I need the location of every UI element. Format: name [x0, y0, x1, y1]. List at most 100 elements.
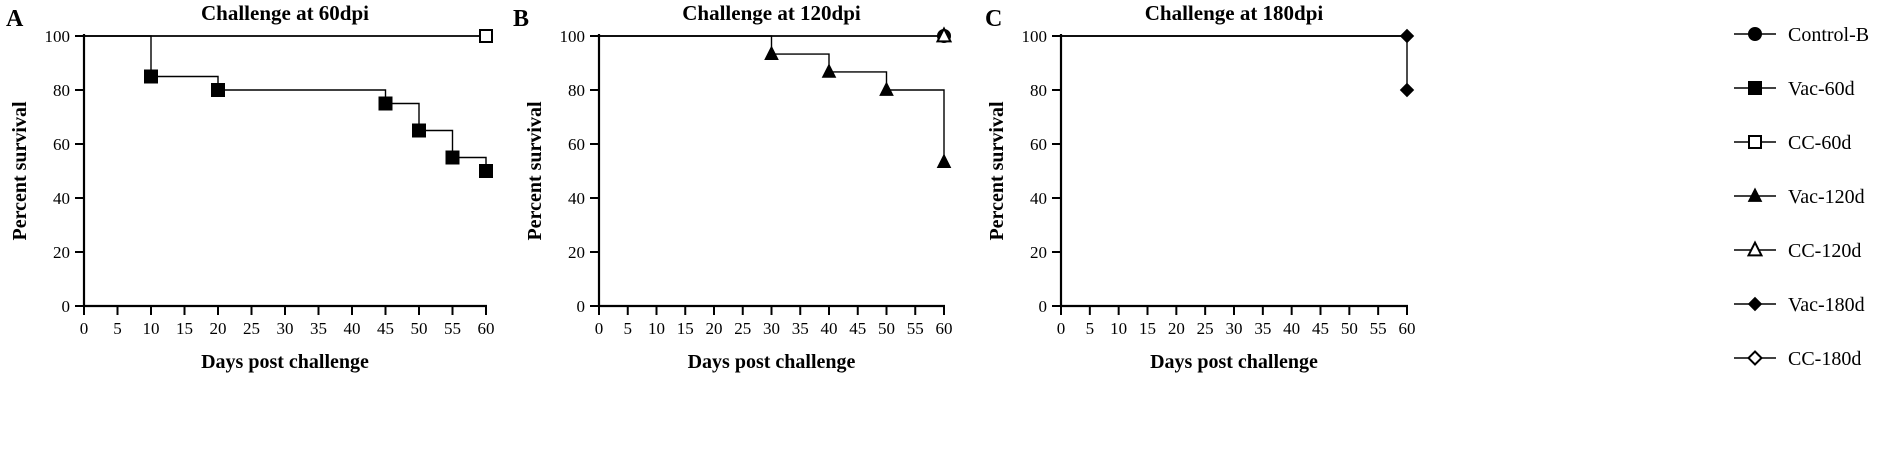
chart-title: Challenge at 120dpi: [682, 1, 861, 25]
legend-item: CC-180d: [1734, 348, 1861, 370]
legend-marker: [1747, 296, 1763, 312]
panel-b: B Challenge at 120dpi 0 5 10 15 20 25 30 35 40 45 50…: [513, 1, 953, 373]
x-tick-label: 45: [849, 319, 866, 338]
y-tick-label: 100: [45, 27, 71, 46]
data-point: [764, 45, 779, 60]
legend-label: Vac-60d: [1788, 78, 1855, 100]
legend-marker: [1748, 27, 1762, 41]
x-tick-label: 30: [1226, 319, 1243, 338]
y-tick-label: 20: [568, 243, 585, 262]
legend-label: Vac-120d: [1788, 186, 1865, 208]
x-tick-label: 30: [763, 319, 780, 338]
x-tick-label: 30: [277, 319, 294, 338]
data-point: [479, 164, 493, 178]
x-tick-label: 55: [444, 319, 461, 338]
legend-item: Vac-120d: [1734, 186, 1865, 208]
series-cc-120d: [599, 26, 953, 43]
y-tick-label: 20: [1030, 243, 1047, 262]
x-tick-label: 15: [176, 319, 193, 338]
x-axis-label: Days post challenge: [1150, 351, 1318, 373]
legend-label: CC-60d: [1788, 132, 1851, 154]
x-tick-label: 50: [411, 319, 428, 338]
y-tick-label: 40: [53, 189, 70, 208]
data-point: [879, 81, 894, 96]
y-axis-label: Percent survival: [986, 101, 1008, 240]
data-point: [936, 153, 952, 168]
legend-item: Vac-60d: [1734, 78, 1855, 100]
legend-marker: [1747, 187, 1763, 202]
y-tick-label: 100: [1022, 27, 1048, 46]
data-point: [211, 83, 225, 97]
legend-item: CC-60d: [1734, 132, 1851, 154]
panel-letter: C: [985, 6, 1002, 32]
x-tick-label: 40: [344, 319, 361, 338]
legend-item: Control-B: [1734, 24, 1869, 46]
data-point: [479, 29, 493, 43]
data-point: [412, 123, 426, 138]
x-tick-label: 20: [1168, 319, 1185, 338]
series-cc-60d: [84, 29, 493, 43]
panel-a: A Challenge at 60dpi 0 5 10 15 20 25 30 35 40 45 50 5…: [6, 1, 495, 373]
legend-marker: [1746, 240, 1764, 257]
chart-title: Challenge at 60dpi: [201, 1, 369, 25]
legend-marker: [1748, 81, 1762, 95]
legend-marker: [1748, 135, 1762, 149]
y-tick-label: 40: [568, 189, 585, 208]
y-tick-label: 60: [1030, 135, 1047, 154]
x-tick-label: 40: [1283, 319, 1300, 338]
y-tick-label: 80: [53, 81, 70, 100]
y-tick-label: 80: [1030, 81, 1047, 100]
legend-marker: [1747, 350, 1763, 366]
x-tick-label: 50: [878, 319, 895, 338]
x-tick-label: 50: [1341, 319, 1358, 338]
x-tick-label: 0: [595, 319, 604, 338]
x-tick-label: 25: [1197, 319, 1214, 338]
legend-item: Vac-180d: [1734, 294, 1865, 316]
y-tick-label: 20: [53, 243, 70, 262]
x-tick-label: 5: [624, 319, 633, 338]
x-axis-label: Days post challenge: [688, 351, 856, 373]
x-tick-label: 45: [1312, 319, 1329, 338]
legend-label: CC-120d: [1788, 240, 1861, 262]
chart-title: Challenge at 180dpi: [1145, 1, 1324, 25]
x-axis-label: Days post challenge: [201, 351, 369, 373]
data-point: [445, 150, 460, 165]
legend: Control-B Vac-60d CC-60d Vac-120d CC-120d Vac…: [1734, 24, 1869, 370]
data-point: [935, 26, 953, 43]
y-tick-label: 60: [568, 135, 585, 154]
x-tick-label: 35: [1254, 319, 1271, 338]
series-vac-60d: [84, 35, 493, 178]
x-tick-label: 15: [1139, 319, 1156, 338]
y-tick-label: 80: [568, 81, 585, 100]
x-tick-label: 10: [143, 319, 160, 338]
x-tick-label: 35: [310, 319, 327, 338]
legend-label: Control-B: [1788, 24, 1869, 46]
y-tick-label: 100: [560, 27, 586, 46]
y-tick-label: 0: [1039, 297, 1048, 316]
legend-label: Vac-180d: [1788, 294, 1865, 316]
legend-item: CC-120d: [1734, 240, 1861, 262]
panel-letter: B: [513, 6, 529, 32]
y-tick-label: 0: [62, 297, 71, 316]
y-tick-label: 60: [53, 135, 70, 154]
x-tick-label: 40: [821, 319, 838, 338]
x-tick-label: 10: [1110, 319, 1127, 338]
panel-c: C Challenge at 180dpi 0 5 10 15 20 25 30 35 40 45 50…: [985, 1, 1416, 373]
x-tick-label: 60: [1399, 319, 1416, 338]
panel-letter: A: [6, 6, 24, 32]
x-tick-label: 0: [1057, 319, 1066, 338]
x-tick-label: 55: [1370, 319, 1387, 338]
x-tick-label: 35: [792, 319, 809, 338]
series-line: [1061, 35, 1408, 90]
x-tick-label: 60: [478, 319, 495, 338]
series-line: [84, 35, 487, 171]
x-tick-label: 45: [377, 319, 394, 338]
y-tick-label: 40: [1030, 189, 1047, 208]
data-point: [1399, 82, 1415, 98]
y-axis-label: Percent survival: [9, 101, 31, 240]
x-tick-label: 5: [113, 319, 122, 338]
series-vac-120d: [599, 35, 952, 168]
x-tick-label: 25: [243, 319, 260, 338]
y-axis-label: Percent survival: [524, 101, 546, 240]
